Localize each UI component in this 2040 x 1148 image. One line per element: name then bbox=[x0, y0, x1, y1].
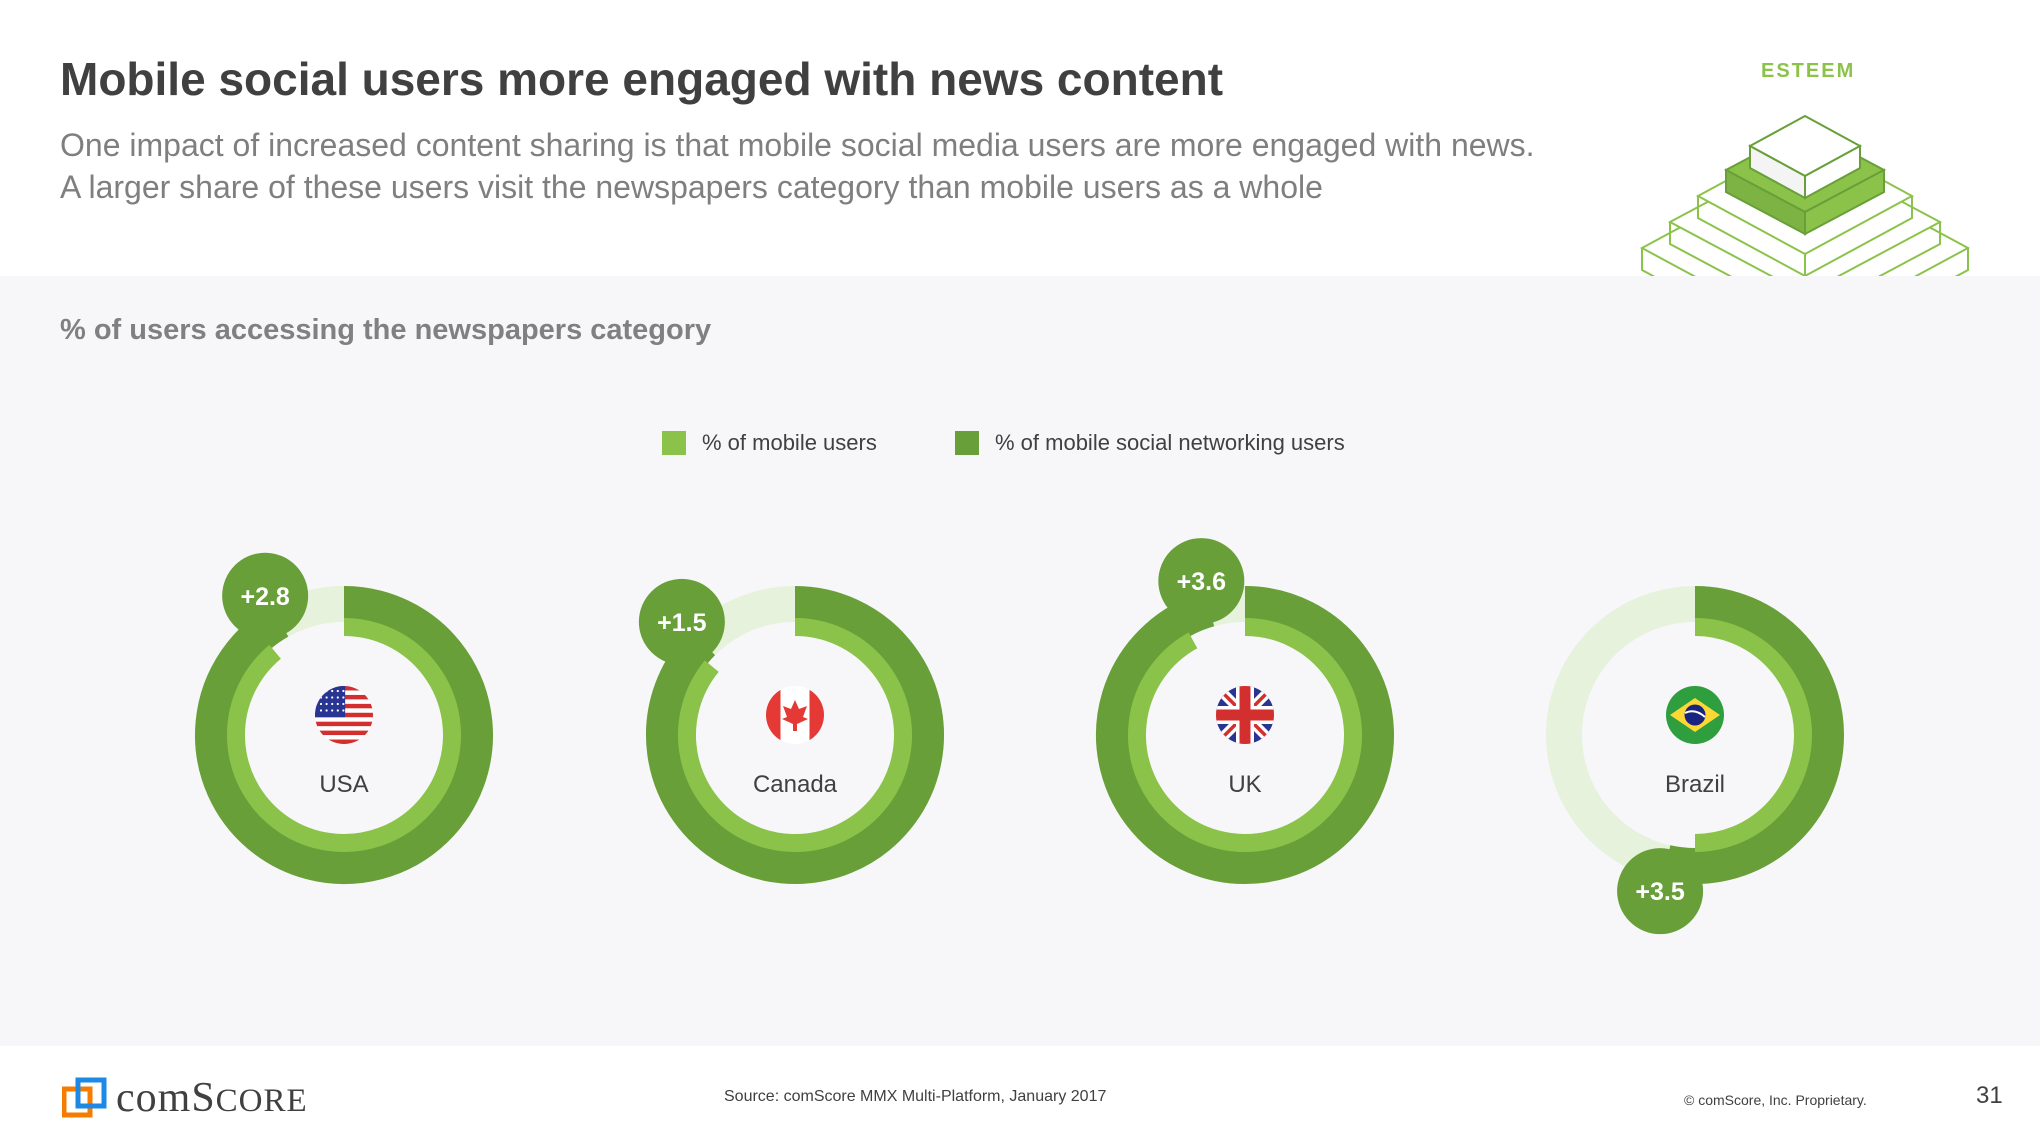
country-label: UK bbox=[1228, 771, 1261, 798]
country-label: USA bbox=[319, 771, 368, 798]
country-label: Canada bbox=[753, 771, 838, 798]
difference-label: +1.5 bbox=[657, 609, 706, 637]
page-title: Mobile social users more engaged with ne… bbox=[60, 53, 1224, 105]
mobile-users-arc-canada bbox=[678, 618, 912, 852]
social-users-arc-brazil bbox=[1662, 586, 1844, 884]
pyramid-icon bbox=[1639, 114, 1971, 360]
difference-label: +3.5 bbox=[1635, 878, 1684, 906]
legend-item-social: % of mobile social networking users bbox=[955, 430, 1345, 456]
esteem-brand-label: ESTEEM bbox=[1761, 60, 1856, 82]
difference-label: +3.6 bbox=[1177, 568, 1226, 596]
donut-uk: UK +3.6 bbox=[1096, 538, 1394, 884]
mobile-users-arc-usa bbox=[227, 618, 461, 852]
legend-item-mobile: % of mobile users bbox=[662, 430, 877, 456]
difference-label: +2.8 bbox=[240, 583, 289, 611]
subtitle: One impact of increased content sharing … bbox=[60, 124, 1620, 208]
country-label: Brazil bbox=[1665, 771, 1725, 798]
legend-swatch-social bbox=[955, 431, 979, 455]
donut-canada: Canada +1.5 bbox=[638, 578, 944, 884]
copyright-note: © comScore, Inc. Proprietary. bbox=[1684, 1092, 1867, 1108]
legend-label-social: % of mobile social networking users bbox=[995, 430, 1345, 455]
donut-brazil: Brazil +3.5 bbox=[1546, 586, 1844, 935]
brazil-flag-icon bbox=[1666, 686, 1724, 744]
mobile-users-arc-uk bbox=[1128, 618, 1362, 852]
donut-usa: USA +2.8 bbox=[195, 552, 493, 884]
page-number: 31 bbox=[1976, 1082, 2003, 1109]
social-users-arc-uk bbox=[1096, 586, 1394, 884]
difference-bubble bbox=[638, 578, 725, 665]
legend-swatch-mobile bbox=[662, 431, 686, 455]
chart-background-band bbox=[0, 276, 2040, 1046]
subtitle-line-2: A larger share of these users visit the … bbox=[60, 169, 1323, 205]
comscore-logo: comSCORE bbox=[62, 1074, 308, 1122]
usa-flag-icon bbox=[315, 686, 373, 744]
mobile-users-arc-brazil bbox=[1694, 618, 1812, 852]
difference-bubble bbox=[1158, 538, 1245, 625]
difference-bubble bbox=[222, 552, 309, 639]
subtitle-line-1: One impact of increased content sharing … bbox=[60, 127, 1535, 163]
uk-flag-icon bbox=[1216, 686, 1274, 744]
social-users-arc-canada bbox=[646, 586, 944, 884]
comscore-logo-text: comSCORE bbox=[116, 1075, 308, 1121]
chart-title: % of users accessing the newspapers cate… bbox=[60, 314, 712, 346]
social-users-arc-usa bbox=[195, 586, 493, 884]
difference-bubble bbox=[1617, 848, 1704, 935]
legend-label-mobile: % of mobile users bbox=[702, 430, 877, 455]
comscore-logo-icon bbox=[62, 1077, 107, 1118]
source-note: Source: comScore MMX Multi-Platform, Jan… bbox=[724, 1088, 1107, 1105]
canada-flag-icon bbox=[766, 686, 824, 744]
